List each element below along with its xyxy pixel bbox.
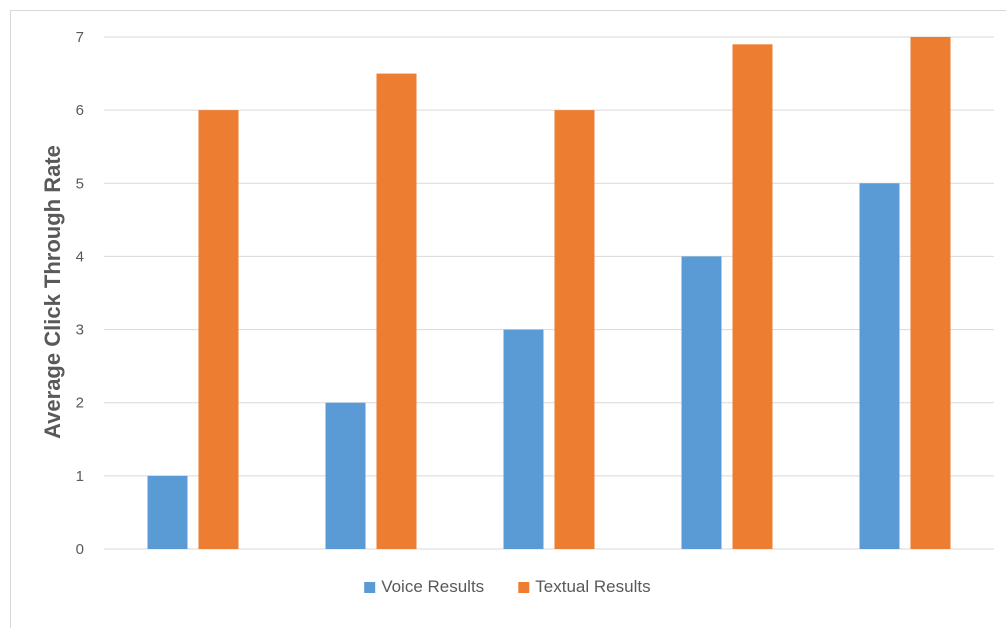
bar-textual-results-1: [198, 110, 239, 550]
legend-label: Voice Results: [381, 577, 484, 596]
y-tick-label: 4: [76, 248, 84, 265]
legend-label: Textual Results: [535, 577, 650, 596]
chart-frame: [10, 10, 1006, 628]
bar-voice-results-1: [147, 475, 188, 549]
bar-voice-results-2: [325, 402, 366, 549]
gridlines: [104, 36, 994, 550]
y-axis-title: Average Click Through Rate: [40, 145, 65, 439]
legend-swatch-voice-results: [364, 582, 376, 593]
bar-textual-results-5: [910, 37, 951, 549]
legend-swatch-textual-results: [518, 582, 530, 593]
bar-textual-results-4: [732, 44, 773, 550]
y-axis-ticks: 0 1 2 3 4 5 6 7: [76, 29, 84, 558]
y-tick-label: 7: [76, 29, 84, 46]
bar-voice-results-3: [503, 329, 544, 549]
y-tick-label: 5: [76, 175, 84, 192]
y-tick-label: 0: [76, 541, 84, 558]
bar-textual-results-2: [376, 73, 417, 550]
y-tick-label: 6: [76, 102, 84, 119]
bar-textual-results-3: [554, 110, 595, 550]
bars: [147, 37, 951, 550]
legend: Voice Results Textual Results: [364, 577, 651, 596]
y-tick-label: 1: [76, 468, 84, 485]
bar-voice-results-5: [859, 183, 900, 550]
y-tick-label: 3: [76, 322, 84, 339]
y-tick-label: 2: [76, 395, 84, 412]
bar-voice-results-4: [681, 256, 722, 549]
